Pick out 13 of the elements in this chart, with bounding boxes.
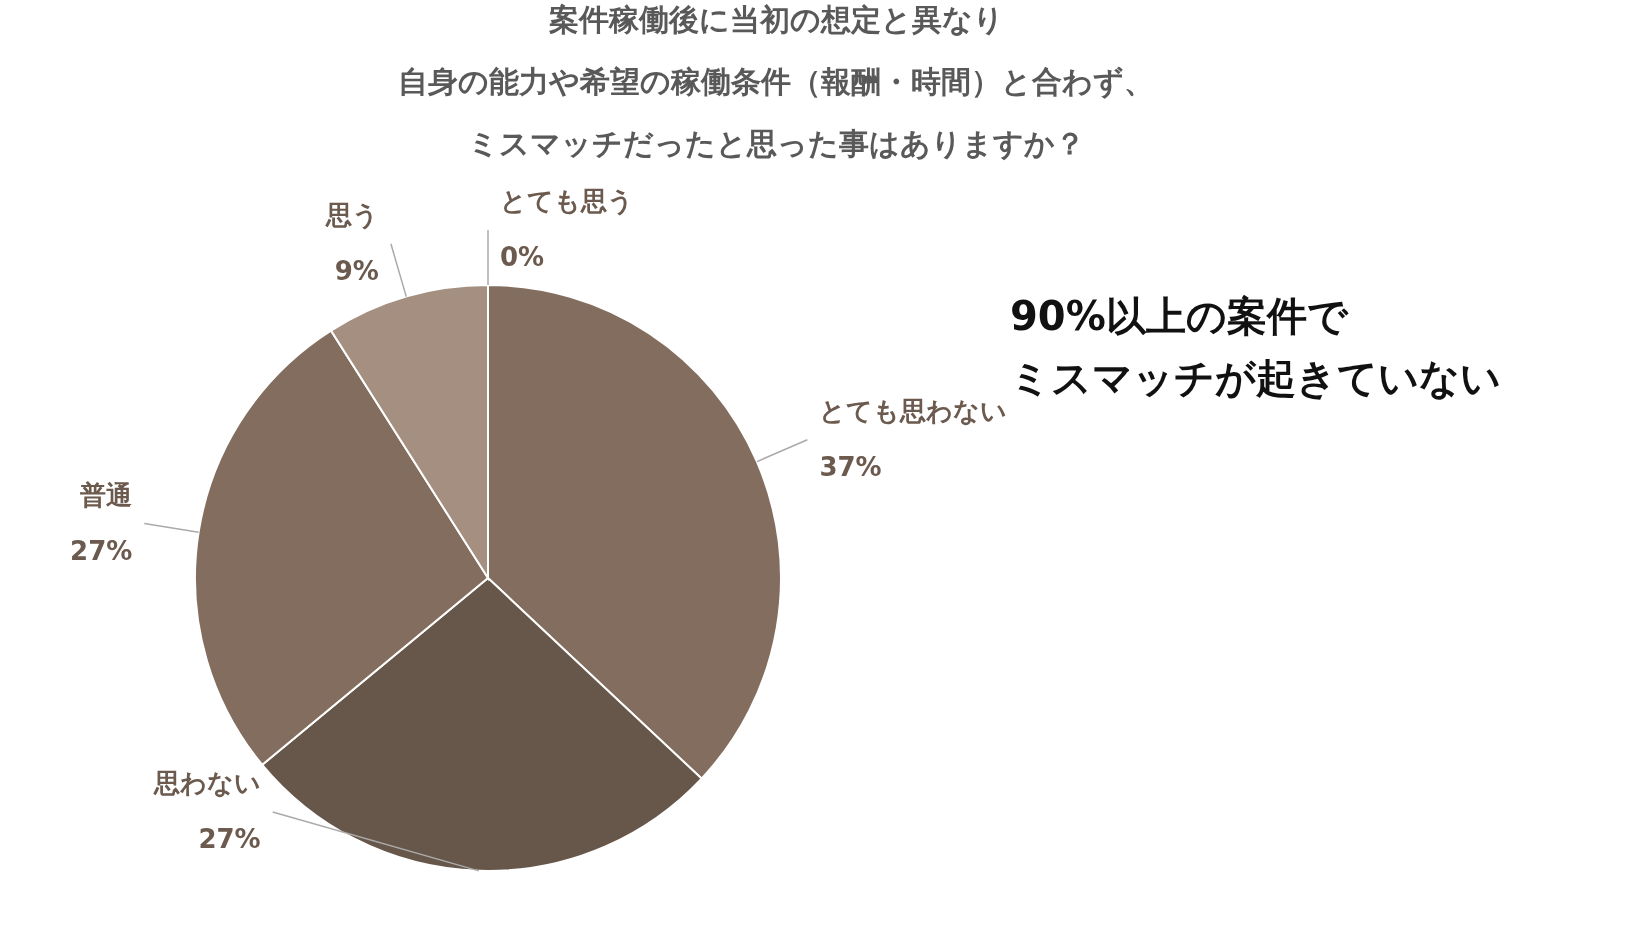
slice-label: 思う: [324, 199, 379, 230]
data-label: 9%: [334, 255, 379, 286]
data-label: 37%: [819, 451, 882, 482]
text: ミスマッチが起きていない: [1010, 355, 1501, 401]
data-label: 27%: [70, 535, 133, 566]
category-label: とても思う: [500, 186, 634, 216]
slice-label: 普通: [79, 479, 133, 510]
chart-title: 案件稼働後に当初の想定と異なり自身の能力や希望の稼働条件（報酬・時間）と合わず、ミスマッチだったと思った事はありますか？: [398, 2, 1154, 161]
text: 90%以上の案件で: [1010, 293, 1349, 339]
data-label: 27%: [198, 824, 261, 854]
slice-label: とても思わない: [819, 395, 1008, 426]
slice-label: 思わない: [152, 768, 261, 798]
text: 0%: [500, 242, 545, 272]
